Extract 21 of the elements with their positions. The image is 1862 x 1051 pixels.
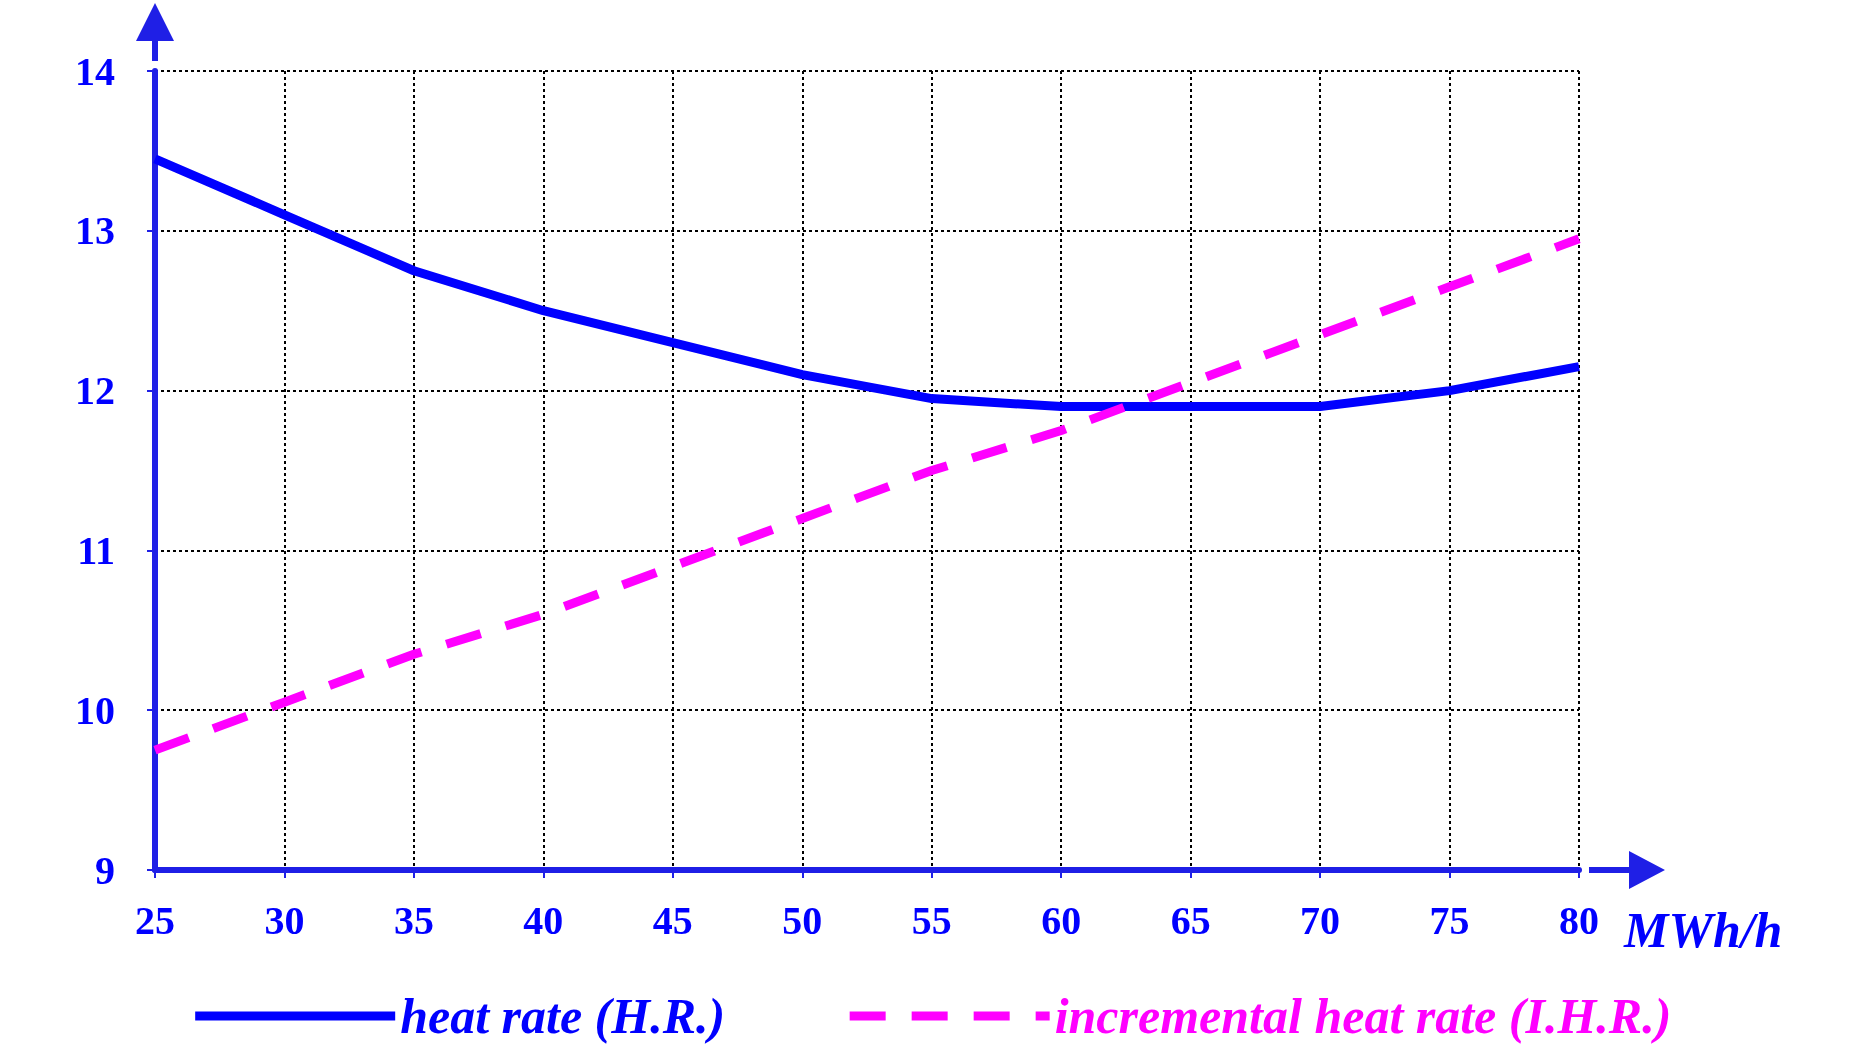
x-axis-title: MWh/h (1623, 902, 1783, 958)
y-tick-label: 12 (75, 368, 115, 414)
y-tick-label: 9 (95, 847, 115, 893)
x-tick-label: 35 (393, 897, 434, 943)
x-tick-label: 55 (911, 897, 952, 943)
x-tick-label: 75 (1429, 897, 1470, 943)
x-tick-label: 65 (1170, 897, 1211, 943)
legend-label: incremental heat rate (I.H.R.) (1054, 988, 1672, 1044)
x-tick-label: 45 (652, 897, 693, 943)
x-tick-label: 40 (523, 897, 564, 943)
x-tick-label: 70 (1300, 897, 1341, 943)
y-tick-label: 13 (75, 208, 115, 254)
x-tick-label: 60 (1041, 897, 1082, 943)
y-tick-label: 10 (75, 687, 115, 733)
x-tick-label: 25 (135, 897, 175, 943)
x-tick-label: 30 (264, 897, 305, 943)
y-tick-label: 11 (77, 527, 115, 573)
y-tick-label: 14 (75, 48, 115, 94)
x-tick-label: 80 (1559, 897, 1599, 943)
legend-label: heat rate (H.R.) (400, 988, 726, 1044)
x-tick-label: 50 (782, 897, 823, 943)
